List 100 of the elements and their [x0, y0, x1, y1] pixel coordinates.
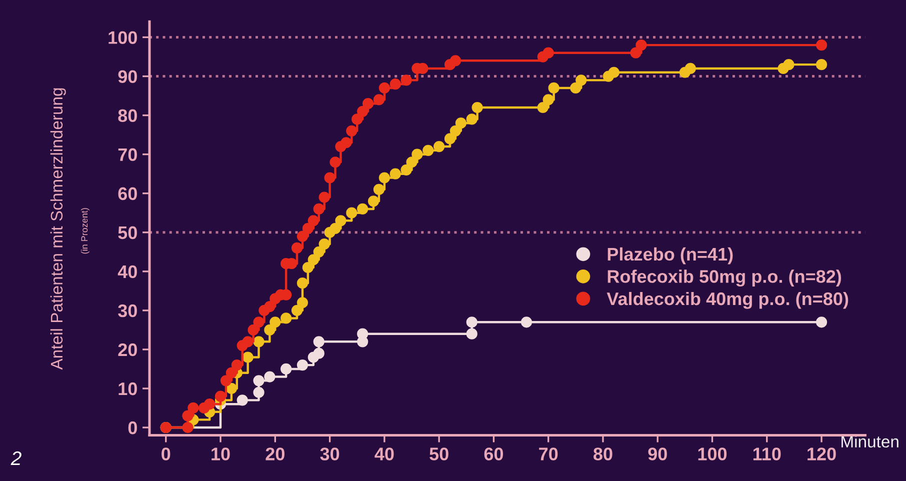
point: [455, 118, 466, 129]
point: [412, 148, 423, 160]
point: [226, 367, 237, 378]
point: [520, 316, 532, 328]
point: [242, 352, 254, 363]
point: [406, 156, 418, 168]
point: [318, 192, 330, 203]
point: [576, 74, 587, 86]
x-tick-label: 70: [539, 448, 558, 460]
point: [390, 78, 401, 90]
point: [182, 422, 194, 434]
point: [318, 238, 330, 250]
point: [313, 246, 324, 258]
point: [636, 40, 647, 51]
x-axis-title: Minuten: [842, 435, 898, 448]
point: [373, 184, 385, 196]
point: [444, 133, 456, 144]
legend-label: Plazebo (n=41): [608, 247, 733, 264]
point: [357, 106, 368, 117]
point: [330, 156, 341, 168]
point: [188, 402, 199, 414]
point: [357, 328, 368, 340]
point: [472, 102, 483, 114]
point: [630, 47, 642, 58]
x-tick-label: 110: [753, 448, 781, 460]
x-tick-label: 80: [594, 448, 612, 460]
x-tick-label: 50: [430, 448, 448, 460]
point: [264, 371, 276, 382]
point: [450, 125, 462, 136]
y-tick-label: 0: [128, 421, 137, 434]
point: [231, 360, 242, 371]
point: [373, 94, 385, 106]
y-axis-title: Anteil Patienten mit Schmerzlinderung: [50, 88, 66, 370]
point: [302, 222, 314, 234]
point: [357, 203, 368, 215]
point: [816, 40, 828, 51]
point: [308, 215, 319, 226]
point: [296, 297, 308, 308]
point: [214, 390, 226, 402]
point: [352, 114, 363, 125]
point: [400, 74, 412, 86]
y-tick-label: 80: [118, 109, 137, 122]
y-tick-label: 90: [118, 70, 137, 83]
point: [270, 316, 281, 328]
y-tick-label: 10: [118, 382, 137, 396]
point: [280, 312, 292, 324]
y-tick-label: 60: [118, 187, 137, 200]
point: [253, 386, 264, 398]
point: [548, 82, 560, 94]
point: [313, 203, 324, 215]
x-tick-label: 30: [320, 448, 340, 460]
point: [434, 140, 445, 152]
point: [280, 363, 292, 375]
x-tick-label: 100: [698, 448, 727, 460]
point: [537, 102, 548, 114]
point: [684, 62, 696, 74]
point: [340, 137, 352, 148]
legend-label: Rofecoxib 50mg p.o. (n=82): [608, 270, 842, 287]
point: [253, 316, 264, 328]
text: (in Prozent): [80, 208, 90, 254]
point: [466, 114, 478, 125]
point: [466, 328, 478, 340]
point: [264, 300, 276, 312]
y-tick-label: 70: [118, 148, 137, 162]
point: [296, 278, 308, 289]
point: [346, 125, 358, 136]
point: [220, 375, 232, 386]
point: [816, 59, 828, 70]
point: [450, 55, 462, 66]
point: [335, 215, 346, 226]
point: [466, 316, 478, 328]
point: [346, 207, 358, 218]
point: [362, 98, 374, 110]
x-tick-label: 60: [484, 448, 504, 460]
point: [570, 82, 582, 94]
point: [783, 59, 794, 70]
point: [542, 47, 554, 58]
y-tick-label: 40: [118, 265, 137, 278]
x-tick-label: 90: [648, 448, 667, 460]
point: [226, 382, 237, 394]
point: [302, 262, 314, 274]
point: [253, 375, 264, 386]
point: [422, 144, 434, 156]
point: [378, 82, 390, 94]
text: 2: [10, 451, 22, 465]
point: [324, 172, 336, 184]
point: [542, 94, 554, 106]
y-tick-label: 30: [118, 304, 137, 318]
legend-label: Valdecoxib 40mg p.o. (n=80): [606, 292, 848, 309]
x-tick-label: 0: [162, 448, 170, 460]
x-tick-label: 20: [266, 448, 284, 460]
x-tick-label: 120: [808, 448, 836, 460]
point: [242, 336, 254, 348]
point: [253, 336, 264, 348]
point: [400, 164, 412, 176]
point: [296, 230, 308, 242]
point: [291, 304, 303, 316]
point: [313, 348, 324, 359]
point: [608, 66, 620, 78]
point: [182, 410, 194, 422]
